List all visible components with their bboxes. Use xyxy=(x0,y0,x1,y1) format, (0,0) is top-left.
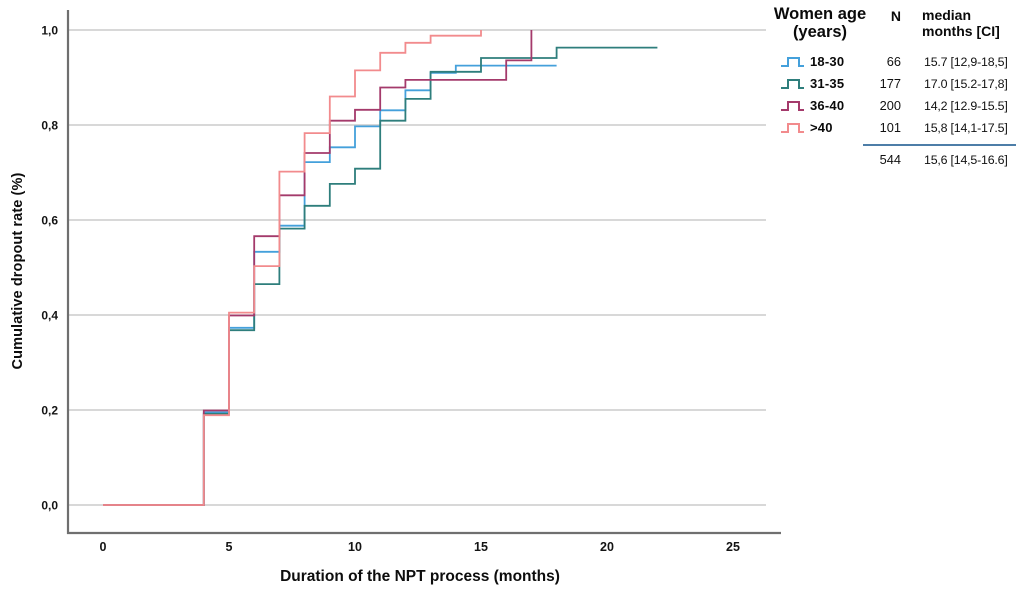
legend-step-swatch-icon-3640 xyxy=(781,100,804,111)
legend-step-swatch-icon-40 xyxy=(781,122,804,133)
legend-median-value: 17.0 [15.2-17,8] xyxy=(924,76,1008,91)
x-tick-label: 20 xyxy=(600,540,614,554)
y-tick-label: 0,0 xyxy=(41,499,58,513)
legend-entry-40: >40 xyxy=(768,120,872,135)
series-path-3135 xyxy=(103,46,658,506)
legend-total-median: 15,6 [14,5-16.6] xyxy=(924,152,1008,167)
y-axis-title: Cumulative dropout rate (%) xyxy=(10,172,26,370)
x-tick-label: 10 xyxy=(348,540,362,554)
legend-age-label: 36-40 xyxy=(810,98,845,114)
legend-step-swatch-line xyxy=(781,122,804,133)
y-tick-label: 1,0 xyxy=(41,24,58,38)
legend-entry-3640: 36-40 xyxy=(768,98,872,113)
legend-n-value: 200 xyxy=(879,98,901,114)
x-tick-label: 5 xyxy=(226,540,233,554)
legend-n-value: 177 xyxy=(879,76,901,92)
legend-step-swatch-line xyxy=(781,78,804,89)
legend-row-3640: 36-40 200 14,2 [12.9-15.5] xyxy=(768,95,1020,117)
x-tick-label: 0 xyxy=(100,540,107,554)
legend-step-swatch-icon-1830 xyxy=(781,56,804,67)
legend-entry-1830: 18-30 xyxy=(768,54,872,69)
legend-age-label: 31-35 xyxy=(810,76,845,92)
x-tick-label: 25 xyxy=(726,540,740,554)
y-tick-label: 0,8 xyxy=(41,119,58,133)
legend-n-value: 101 xyxy=(879,120,901,136)
y-tick-label: 0,4 xyxy=(41,309,58,323)
legend-step-swatch-line xyxy=(781,100,804,111)
y-tick-label: 0,2 xyxy=(41,404,58,418)
legend-age-label: 18-30 xyxy=(810,54,845,70)
legend-row-3135: 31-35 177 17.0 [15.2-17,8] xyxy=(768,73,1020,95)
legend-header-median-line1: median xyxy=(922,7,972,23)
legend-header-n: N xyxy=(890,8,901,24)
y-tick-label: 0,6 xyxy=(41,214,58,228)
legend-total-n: 544 xyxy=(879,152,901,168)
series-path-40 xyxy=(103,30,482,506)
legend-table: Women age (years) N median months [CI] 1… xyxy=(768,5,1020,170)
series-path-3640 xyxy=(103,30,533,506)
legend-median-value: 15,8 [14,1-17.5] xyxy=(924,120,1008,135)
legend-rows: 18-30 66 15.7 [12,9-18,5] 31-35 177 17.0 [15.… xyxy=(768,51,1020,139)
legend-separator xyxy=(863,143,1016,146)
legend-header-age: Women age (years) xyxy=(768,5,872,42)
legend-median-value: 14,2 [12.9-15.5] xyxy=(924,98,1008,113)
legend-header-age-line2: (years) xyxy=(792,23,848,42)
legend-step-swatch-icon-3135 xyxy=(781,78,804,89)
legend-n-value: 66 xyxy=(886,54,901,70)
legend-age-label: >40 xyxy=(810,120,833,136)
legend-header-age-line1: Women age xyxy=(773,5,867,23)
legend-header-median-line2: months [CI] xyxy=(922,23,1000,40)
legend-row-40: >40 101 15,8 [14,1-17.5] xyxy=(768,117,1020,139)
legend-header-median: median months [CI] xyxy=(904,5,1018,39)
legend-median-value: 15.7 [12,9-18,5] xyxy=(924,54,1008,69)
x-axis-title: Duration of the NPT process (months) xyxy=(280,568,560,585)
legend-entry-3135: 31-35 xyxy=(768,76,872,91)
legend-row-1830: 18-30 66 15.7 [12,9-18,5] xyxy=(768,51,1020,73)
legend-header: Women age (years) N median months [CI] xyxy=(768,5,1020,42)
x-tick-label: 15 xyxy=(474,540,488,554)
legend-step-swatch-line xyxy=(781,56,804,67)
legend-total-row: 544 15,6 [14,5-16.6] xyxy=(768,150,1020,170)
